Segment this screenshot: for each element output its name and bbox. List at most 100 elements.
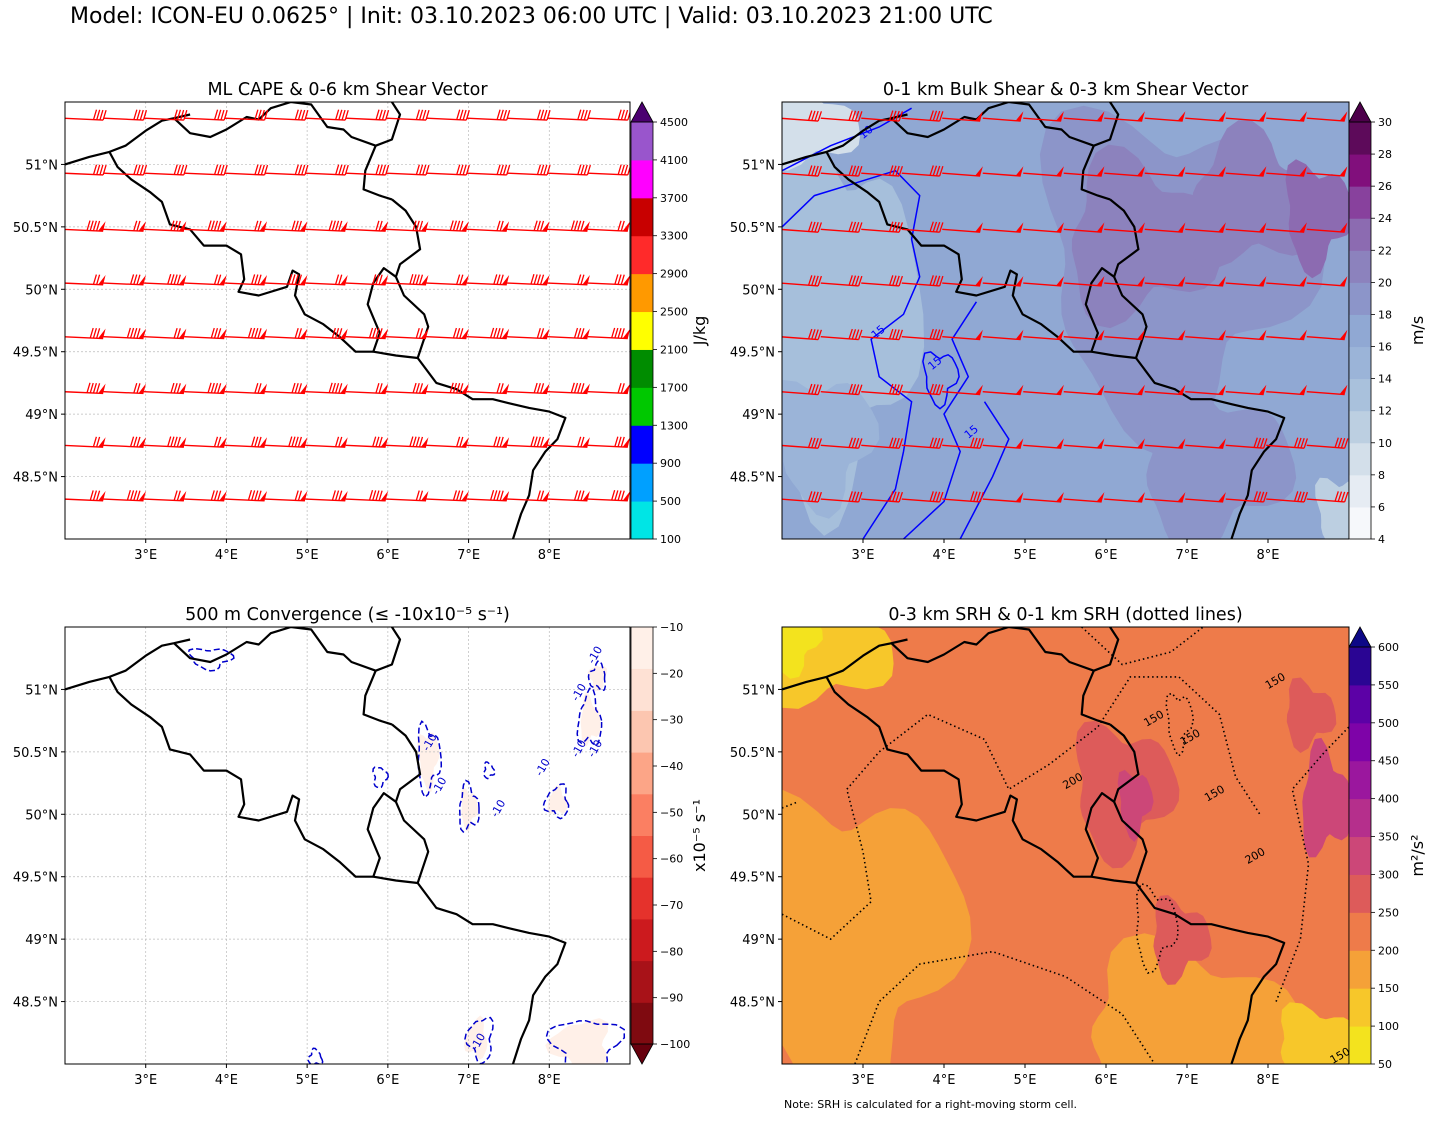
barb-line <box>898 384 904 395</box>
barb-shaft <box>345 498 386 502</box>
barb-shaft <box>184 498 225 502</box>
barb-line <box>848 437 853 448</box>
barb-line <box>499 220 504 232</box>
barb-line <box>217 274 222 285</box>
colorbar-segment <box>1349 282 1371 315</box>
colorbar-tick-label: 550 <box>1378 679 1399 692</box>
barb-line <box>133 274 138 285</box>
colorbar-segment <box>1349 506 1371 540</box>
barb-line <box>456 274 461 285</box>
barb-line <box>257 274 262 285</box>
barb-shaft <box>1023 498 1062 503</box>
barb-line <box>176 328 181 339</box>
y-tick-label: 50°N <box>25 283 58 298</box>
barb-line <box>580 383 585 394</box>
barb-shaft <box>507 117 548 121</box>
barb-line <box>533 436 538 447</box>
barb-line <box>848 383 853 395</box>
barb-flag <box>1177 329 1186 340</box>
colorbar: −100 −90 −80 −70 −60 −50 −40 −30 −20 −10 x10⁻⁵ s⁻¹ <box>630 621 709 1065</box>
barb-shaft <box>466 172 507 176</box>
y-tick-label: 48.5°N <box>730 471 775 486</box>
barb-shaft <box>1023 228 1062 233</box>
barb-line <box>499 490 504 501</box>
barb-line <box>580 436 585 448</box>
barb-line <box>257 328 262 339</box>
barb-shaft <box>1306 228 1345 233</box>
barb-shaft <box>587 336 628 340</box>
barb-shaft <box>426 172 467 176</box>
colorbar-frame <box>630 121 654 540</box>
barb-shaft <box>1144 172 1183 177</box>
barb-line <box>297 274 303 285</box>
barb-line <box>854 437 860 449</box>
barb-line <box>375 274 380 285</box>
contour-line <box>1275 726 1349 1002</box>
barb-shaft <box>224 336 265 340</box>
barb-line <box>254 328 259 339</box>
barb-flag <box>1137 111 1145 122</box>
barb-line <box>452 382 458 394</box>
barb-line <box>136 328 141 339</box>
barb-shaft <box>103 172 144 176</box>
barb-line <box>378 490 383 501</box>
barb-line <box>898 166 904 177</box>
y-tick-label: 48.5°N <box>13 996 58 1011</box>
y-tick-label: 48.5°N <box>730 996 775 1011</box>
barb-line <box>254 490 259 501</box>
border-line <box>1084 792 1148 885</box>
barb-shaft <box>65 282 104 286</box>
barb-line <box>577 436 582 447</box>
x-tick-label: 8°E <box>1257 548 1280 563</box>
barb-line <box>213 436 219 447</box>
barb-line <box>969 437 975 448</box>
barb-line <box>854 110 860 122</box>
barb-line <box>247 327 253 338</box>
barb-shaft <box>426 117 467 121</box>
barb-line <box>415 328 420 339</box>
barb-line <box>412 220 417 231</box>
barb-line <box>338 490 343 501</box>
barb-line <box>807 165 813 176</box>
barb-line <box>851 329 857 340</box>
barb-shaft <box>1185 228 1224 233</box>
barb-line <box>929 437 934 448</box>
colorbar-tick-label: 2500 <box>660 306 688 319</box>
colorbar-tick-label: 8 <box>1378 469 1385 482</box>
colorbar-tick-label: 3300 <box>660 230 688 243</box>
panel-1: ML CAPE & 0-6 km Shear Vector 3°E 4°E 5°E 6°… <box>13 80 709 563</box>
barb-flag <box>1339 329 1348 340</box>
barb-flag <box>1096 111 1105 122</box>
colorbar-segment <box>631 918 653 962</box>
barb-line <box>851 491 857 502</box>
barb-shaft <box>184 282 225 286</box>
contour-line <box>782 801 799 809</box>
barb-line <box>257 490 262 501</box>
barb-line <box>456 382 461 394</box>
wind-barbs <box>65 109 630 502</box>
barb-shaft <box>65 391 104 395</box>
barb-shaft <box>1023 172 1062 177</box>
barb-line <box>935 437 941 449</box>
barb-flag <box>1177 438 1186 449</box>
barb-line <box>617 490 622 501</box>
barb-shaft <box>1266 336 1305 341</box>
barb-shaft <box>466 390 507 395</box>
barb-line <box>1300 491 1305 502</box>
x-tick-label: 3°E <box>852 548 875 563</box>
barb-line <box>294 274 299 285</box>
barb-flag <box>1015 111 1024 122</box>
barb-shaft <box>143 228 184 232</box>
barb-line <box>932 491 938 502</box>
colorbar-tick-label: −90 <box>660 992 683 1005</box>
barb-shaft <box>224 172 265 176</box>
barb-line <box>811 437 816 448</box>
barb-shaft <box>103 336 144 340</box>
colorbar-segment <box>631 877 653 920</box>
barb-flag <box>975 384 983 395</box>
barb-line <box>496 274 501 285</box>
barb-line <box>1253 437 1258 448</box>
colorbar-segment <box>1349 1026 1371 1065</box>
barb-shaft <box>1063 117 1102 122</box>
barb-line <box>814 384 819 395</box>
